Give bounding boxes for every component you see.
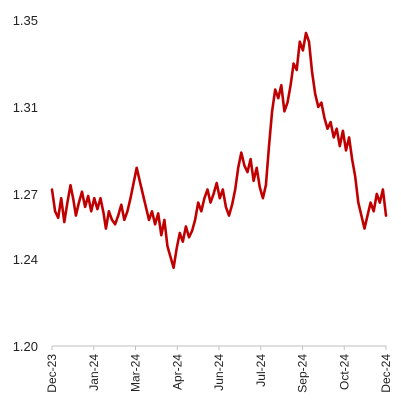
x-tick-label: Dec-24 (379, 354, 393, 393)
y-tick-label: 1.35 (13, 13, 38, 28)
x-tick-label: Jan-24 (87, 354, 101, 391)
y-tick-label: 1.20 (13, 339, 38, 354)
x-tick-label: Dec-23 (45, 354, 59, 393)
y-tick-label: 1.24 (13, 252, 38, 267)
y-tick-label: 1.27 (13, 187, 38, 202)
x-tick-label: Oct-24 (337, 354, 351, 390)
x-tick-label: Apr-24 (170, 354, 184, 390)
series-line (50, 31, 388, 270)
x-axis-tick-labels: Dec-23 Jan-24 Mar-24 Apr-24 Jun-24 Jul-24 Sep-… (45, 354, 393, 393)
y-tick-label: 1.31 (13, 100, 38, 115)
x-axis-tickmarks (51, 346, 387, 350)
x-tick-label: Jun-24 (212, 354, 226, 391)
x-tick-label: Jul-24 (254, 354, 268, 387)
y-axis-ticks: 1.35 1.31 1.27 1.24 1.20 (13, 13, 38, 354)
x-tick-label: Sep-24 (296, 354, 310, 393)
x-tick-label: Mar-24 (129, 354, 143, 392)
